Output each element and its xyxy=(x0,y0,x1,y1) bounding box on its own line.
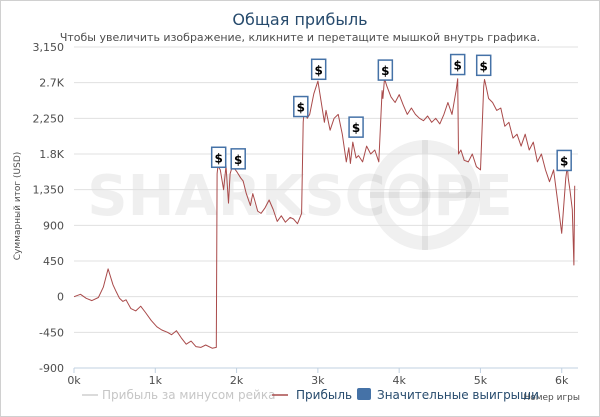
y-tick-label: 1,350 xyxy=(33,184,65,197)
marker-flag xyxy=(210,146,227,169)
legend-symbol xyxy=(357,388,371,400)
y-tick-label: -900 xyxy=(39,362,64,375)
marker-flag xyxy=(377,59,394,81)
significant-win-marker[interactable]: $ xyxy=(348,116,364,138)
marker-flag xyxy=(310,58,327,81)
significant-win-marker[interactable]: $ xyxy=(210,146,227,169)
chart-title: Общая прибыль xyxy=(232,10,367,29)
marker-label: $ xyxy=(454,59,462,73)
x-tick-label: 3k xyxy=(311,374,325,387)
watermark-crosshair-ring xyxy=(370,140,480,250)
y-axis-title: Суммарный итог (USD) xyxy=(13,152,23,261)
x-tick-label: 5k xyxy=(474,374,488,387)
y-tick-label: 900 xyxy=(43,219,64,232)
marker-label: $ xyxy=(315,63,323,77)
y-tick-label: 2.7K xyxy=(39,77,64,90)
marker-label: $ xyxy=(560,154,568,168)
legend-item[interactable]: Прибыль xyxy=(272,388,352,402)
significant-wins-markers: $ $ $ $ $ $ $ $ $ xyxy=(210,53,572,172)
marker-label: $ xyxy=(297,101,305,115)
significant-win-marker[interactable]: $ xyxy=(377,59,394,81)
marker-flag xyxy=(230,148,246,170)
y-tick-label: 2,250 xyxy=(33,112,65,125)
significant-win-marker[interactable]: $ xyxy=(310,58,327,81)
significant-win-marker[interactable]: $ xyxy=(449,53,466,76)
marker-label: $ xyxy=(480,59,488,73)
significant-win-marker[interactable]: $ xyxy=(475,54,492,77)
significant-win-marker[interactable]: $ xyxy=(556,149,572,172)
chart-subtitle: Чтобы увеличить изображение, кликните и … xyxy=(60,31,540,44)
profit-series-line xyxy=(73,78,576,349)
marker-flag xyxy=(449,53,466,76)
marker-label: $ xyxy=(352,121,360,135)
marker-label: $ xyxy=(381,64,389,78)
y-tick-label: 1.8K xyxy=(39,148,64,161)
x-tick-label: 4k xyxy=(392,374,406,387)
x-tick-label: 2k xyxy=(230,374,244,387)
legend: Прибыль за минусом рейка Прибыль Значитель… xyxy=(82,388,539,402)
marker-flag xyxy=(556,149,572,172)
y-tick-label: 0 xyxy=(57,291,64,304)
significant-win-marker[interactable]: $ xyxy=(230,148,246,170)
x-axis-title: Номер игры xyxy=(523,393,580,403)
legend-label: Прибыль xyxy=(296,388,352,402)
y-tick-label: 450 xyxy=(43,255,64,268)
y-tick-label: -450 xyxy=(39,326,64,339)
y-tick-label: 3,150 xyxy=(33,41,65,54)
legend-item[interactable]: Прибыль за минусом рейка xyxy=(82,388,275,402)
marker-flag xyxy=(348,116,364,138)
legend-label: Прибыль за минусом рейка xyxy=(102,388,275,402)
x-tick-label: 1k xyxy=(149,374,163,387)
legend-label: Значительные выигрыши xyxy=(377,388,539,402)
marker-flag xyxy=(475,54,492,77)
x-tick-label: 6k xyxy=(555,374,569,387)
marker-label: $ xyxy=(234,153,242,167)
significant-win-marker[interactable]: $ xyxy=(293,95,309,118)
series-layer xyxy=(73,78,576,349)
marker-label: $ xyxy=(215,151,223,165)
marker-flag xyxy=(293,95,309,118)
x-tick-label: 0k xyxy=(67,374,81,387)
legend-item[interactable]: Значительные выигрыши xyxy=(357,388,539,402)
axes: 3,150 2.7K 2,250 1.8K 1,350 900 450 0 -450 -9000k… xyxy=(33,41,578,387)
